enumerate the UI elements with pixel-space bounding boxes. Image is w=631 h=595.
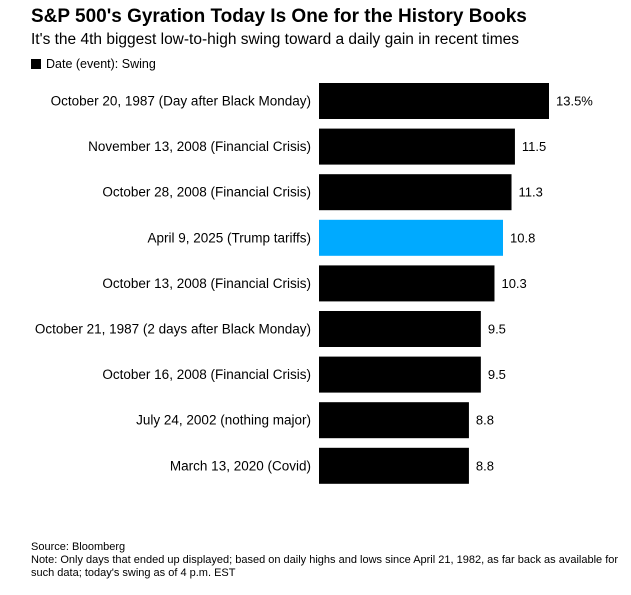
value-label: 10.8 (510, 230, 535, 245)
value-label: 10.3 (501, 276, 526, 291)
legend-swatch (31, 59, 41, 69)
value-label: 11.3 (519, 185, 543, 200)
category-label: April 9, 2025 (Trump tariffs) (147, 230, 311, 245)
footnote: Note: Only days that ended up displayed;… (31, 554, 619, 579)
category-label: October 20, 1987 (Day after Black Monday… (51, 94, 311, 109)
value-label: 13.5% (556, 94, 593, 109)
value-label: 11.5 (522, 139, 546, 154)
legend-label: Date (event): Swing (46, 57, 156, 71)
bar (319, 447, 469, 484)
category-label: November 13, 2008 (Financial Crisis) (88, 139, 311, 154)
bar-chart: October 20, 1987 (Day after Black Monday… (35, 83, 593, 484)
bar (319, 128, 515, 165)
category-label: October 16, 2008 (Financial Crisis) (102, 367, 311, 382)
value-label: 9.5 (488, 367, 506, 382)
bar (319, 265, 495, 302)
bar (319, 174, 512, 211)
value-label: 9.5 (488, 322, 506, 337)
category-label: October 21, 1987 (2 days after Black Mon… (35, 322, 311, 337)
category-label: March 13, 2020 (Covid) (170, 458, 311, 473)
value-label: 8.8 (476, 413, 494, 428)
source-note: Source: Bloomberg (31, 541, 126, 553)
footer: Source: Bloomberg Note: Only days that e… (31, 541, 621, 580)
category-label: July 24, 2002 (nothing major) (136, 413, 311, 428)
category-label: October 28, 2008 (Financial Crisis) (102, 185, 311, 200)
chart-subtitle: It's the 4th biggest low-to-high swing t… (31, 31, 520, 48)
bar-highlighted (319, 219, 503, 256)
bar (319, 356, 481, 393)
bar (319, 402, 469, 439)
value-label: 8.8 (476, 458, 494, 473)
chart-title: S&P 500's Gyration Today Is One for the … (31, 6, 527, 27)
bar (319, 311, 481, 347)
legend: Date (event): Swing (31, 57, 156, 71)
category-label: October 13, 2008 (Financial Crisis) (102, 276, 311, 291)
bar (319, 83, 549, 119)
